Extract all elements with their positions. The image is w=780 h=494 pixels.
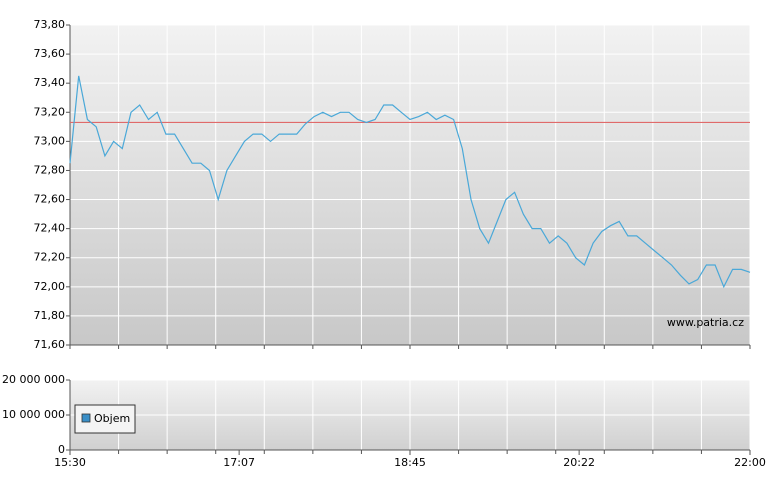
y-tick-label: 71,80 [34,309,66,322]
x-tick-label: 17:07 [223,456,255,469]
legend-swatch [81,413,91,423]
y-tick-label: 73,40 [34,76,66,89]
y-tick-label: 72,80 [34,163,66,176]
price-line [69,75,751,289]
y-tick-label: 73,00 [34,134,66,147]
legend-label: Objem [94,412,130,425]
y-tick-label: 71,60 [34,338,66,351]
y-tick-label: 73,60 [34,47,66,60]
y-tick-label: 72,20 [34,251,66,264]
y-tick-label: 73,80 [34,18,66,31]
legend: Objem [74,404,136,434]
y-tick-label: 10 000 000 [2,408,65,421]
y-tick-label: 73,20 [34,105,66,118]
y-tick-label: 0 [58,443,65,456]
y-tick-label: 20 000 000 [2,373,65,386]
x-tick-label: 22:00 [734,456,766,469]
x-tick-label: 20:22 [563,456,595,469]
y-tick-label: 72,60 [34,193,66,206]
x-tick-label: 15:30 [54,456,86,469]
x-tick-label: 18:45 [394,456,426,469]
y-tick-label: 72,40 [34,222,66,235]
y-tick-label: 72,00 [34,280,66,293]
watermark: www.patria.cz [667,316,744,329]
